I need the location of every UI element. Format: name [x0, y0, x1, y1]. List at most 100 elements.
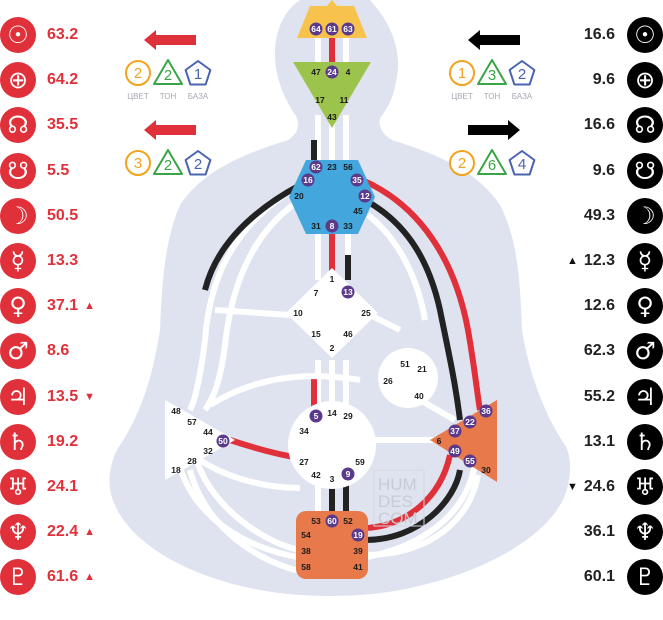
gate-35-label: 35: [352, 175, 362, 185]
gate-59-label: 59: [355, 457, 365, 467]
detriment-triangle-icon: ▼: [84, 390, 96, 403]
gate-37-label: 37: [450, 426, 460, 436]
design-uranus-row: ♅ 24.1: [0, 469, 84, 505]
gate-58-label: 58: [301, 562, 311, 572]
gate-24-label: 24: [327, 67, 337, 77]
variable-value: 2: [134, 65, 142, 82]
personality-sun-row: 16.6 ☉: [578, 17, 663, 53]
heart-center: [378, 348, 438, 408]
defined-gate-badge: [350, 173, 364, 187]
gate-54-label: 54: [301, 530, 311, 540]
defined-gate-badge: [309, 22, 323, 36]
gate-19-label: 19: [353, 530, 363, 540]
variable-caption: ТОН: [484, 92, 501, 101]
personality-earth-row: 9.6 ⊕: [587, 62, 663, 99]
sun-icon: ☉: [627, 17, 663, 53]
gate-33-label: 33: [343, 221, 353, 231]
pluto-icon: ♇: [627, 559, 663, 596]
variable-value: 2: [164, 157, 172, 174]
venus-icon: ♀: [627, 288, 663, 325]
gate-23-label: 23: [327, 162, 337, 172]
gate-48-label: 48: [171, 406, 181, 416]
exalted-triangle-icon: ▲: [566, 255, 578, 267]
variable-arrow-right: [468, 120, 520, 140]
watermark-line: COM: [378, 509, 418, 528]
variable-caption: ТОН: [160, 92, 177, 101]
defined-gate-badge: [309, 409, 323, 423]
watermark-line: DES: [378, 492, 413, 511]
gate-17-label: 17: [315, 95, 325, 105]
personality-uranus-row: ▼ 24.6 ♅: [567, 469, 663, 505]
variable-caption: БАЗА: [188, 92, 209, 101]
moon-icon: ☽: [627, 197, 663, 234]
planet-gate-value: 62.3: [583, 342, 615, 360]
personality-south-node-row: 9.6 ☋: [587, 152, 663, 189]
design-earth-row: ⊕ 64.2: [0, 62, 84, 99]
planet-gate-value: 12.6: [583, 297, 615, 315]
variable-caption: ЦВЕТ: [127, 92, 149, 101]
gate-63-label: 63: [343, 24, 353, 34]
defined-gate-badge: [463, 454, 477, 468]
tone-triangle-icon: [477, 149, 507, 175]
solar-plexus-center: [430, 400, 497, 482]
south-node-icon: ☋: [627, 152, 663, 189]
gate-8-label: 8: [330, 221, 335, 231]
neptune-icon: ♆: [627, 514, 663, 551]
variable-value: 1: [194, 66, 202, 83]
gate-25-label: 25: [361, 308, 371, 318]
gate-21-label: 21: [417, 364, 427, 374]
personality-venus-row: 12.6 ♀: [578, 288, 663, 325]
gate-51-label: 51: [400, 359, 410, 369]
gate-50-label: 50: [218, 436, 228, 446]
exalted-triangle-icon: ▲: [84, 526, 96, 539]
defined-gate-badge: [325, 65, 339, 79]
gate-14-label: 14: [327, 408, 337, 418]
variable-value: 2: [518, 66, 526, 83]
mercury-icon: ☿: [0, 243, 36, 279]
planet-gate-value: 35.5: [47, 116, 79, 134]
exalted-triangle-icon: ▲: [84, 571, 96, 584]
design-mercury-row: ☿ 13.3: [0, 243, 84, 279]
gate-55-label: 55: [465, 456, 475, 466]
gate-18-label: 18: [171, 465, 181, 475]
defined-gate-badge: [351, 528, 365, 542]
variable-value: 6: [488, 157, 496, 174]
north-node-icon: ☊: [627, 107, 663, 144]
venus-icon: ♀: [0, 288, 36, 325]
color-circle-icon: [449, 150, 475, 176]
uranus-icon: ♅: [0, 469, 36, 505]
moon-icon: ☽: [0, 197, 36, 234]
planet-gate-value: 61.6: [47, 568, 79, 586]
planet-gate-value: 19.2: [47, 432, 79, 450]
gate-10-label: 10: [293, 308, 303, 318]
spleen-center: [165, 400, 235, 480]
planet-gate-value: 9.6: [592, 71, 615, 89]
variable-arrow-left: [468, 30, 520, 50]
jupiter-icon: ♃: [627, 378, 663, 415]
color-circle-icon: [125, 60, 151, 86]
gate-2-label: 2: [330, 343, 335, 353]
color-circle-icon: [449, 60, 475, 86]
gate-28-label: 28: [187, 456, 197, 466]
gate-56-label: 56: [343, 162, 353, 172]
defined-gate-badge: [358, 189, 372, 203]
gate-44-label: 44: [203, 427, 213, 437]
planet-gate-value: 12.3: [583, 252, 615, 269]
defined-gate-badge: [325, 22, 339, 36]
planet-gate-value: 8.6: [47, 342, 70, 360]
gate-41-label: 41: [353, 562, 363, 572]
neptune-icon: ♆: [0, 514, 36, 551]
g-center: [286, 268, 378, 358]
defined-gate-badge: [325, 219, 339, 233]
gate-46-label: 46: [343, 329, 353, 339]
base-pentagon-icon: [184, 60, 212, 86]
personality-north-node-row: 16.6 ☊: [578, 107, 663, 144]
gate-38-label: 38: [301, 546, 311, 556]
gate-43-label: 43: [327, 112, 337, 122]
gate-26-label: 26: [383, 376, 393, 386]
defined-gate-badge: [341, 285, 355, 299]
gate-20-label: 20: [294, 191, 304, 201]
gate-34-label: 34: [299, 426, 309, 436]
defined-gate-badge: [325, 514, 339, 528]
